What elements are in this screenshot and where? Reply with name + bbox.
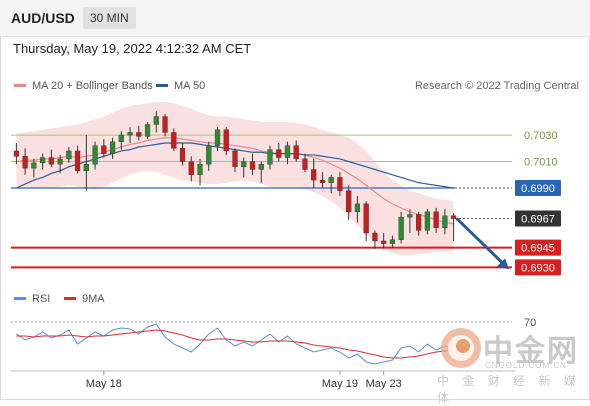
candle-body <box>424 211 430 231</box>
candle-body <box>48 157 54 165</box>
candle-body <box>311 169 317 181</box>
level-label-0.6990: 0.6990 <box>521 183 555 195</box>
candle-body <box>22 156 28 169</box>
x-tick-label: May 19 <box>322 378 358 390</box>
timestamp: Thursday, May 19, 2022 4:12:32 AM CET <box>13 41 252 56</box>
candle-body <box>118 134 124 142</box>
candle-body <box>153 116 159 125</box>
ma20-line <box>16 137 454 225</box>
ma50-legend-label: MA 50 <box>174 80 206 92</box>
header-bar: AUD/USD 30 MIN <box>0 0 590 37</box>
timeframe-badge[interactable]: 30 MIN <box>83 7 136 29</box>
candle-body <box>407 214 413 218</box>
x-tick-label: May 18 <box>86 378 122 390</box>
candle-body <box>319 179 326 183</box>
candle-body <box>284 145 291 158</box>
rsi-legend-label: RSI <box>32 293 51 305</box>
candle-body <box>381 240 387 244</box>
candle-body <box>179 148 186 162</box>
candle-body <box>83 163 89 172</box>
candle-body <box>144 124 151 137</box>
candle-body <box>74 150 81 172</box>
candle-body <box>40 157 46 164</box>
bollinger-band-area <box>16 102 454 256</box>
level-label-0.6945: 0.6945 <box>521 243 555 255</box>
ma20-legend-label: MA 20 + Bollinger Bands <box>32 80 153 92</box>
candle-body <box>232 150 238 168</box>
level-tag-0.6930 <box>515 259 561 276</box>
research-credit: Research © 2022 Trading Central <box>414 80 579 92</box>
level-label-0.6967: 0.6967 <box>521 213 555 225</box>
candle-body <box>101 145 107 154</box>
candle-body <box>442 215 448 228</box>
level-tag-0.6967 <box>515 210 561 227</box>
candle-body <box>433 211 439 228</box>
candle-body <box>389 239 396 244</box>
candle-body <box>363 203 369 234</box>
candle-body <box>276 149 282 158</box>
ma50-legend-swatch <box>156 84 168 87</box>
candle-body <box>206 145 212 165</box>
level-label-0.6930: 0.6930 <box>521 262 555 274</box>
candle-body <box>136 132 142 137</box>
candle-body <box>92 145 98 165</box>
candle-body <box>328 177 334 183</box>
rsi-ma9-line <box>16 329 454 359</box>
watermark-subtitle: 中 金 财 经 新 媒 体 <box>437 374 581 405</box>
candle-body <box>214 129 221 146</box>
instrument-symbol: AUD/USD <box>11 10 75 26</box>
level-tag-0.6990 <box>515 180 561 197</box>
rsi-level-70-label: 70 <box>524 317 536 329</box>
candle-body <box>13 150 19 157</box>
candle-body <box>197 163 203 175</box>
candle-body <box>258 163 264 170</box>
candle-body <box>241 161 247 168</box>
candle-body <box>57 158 63 165</box>
candle-body <box>249 161 256 170</box>
level-tag-0.6945 <box>515 239 561 256</box>
candle-body <box>127 132 133 136</box>
candle-body <box>267 149 273 165</box>
ma20-legend-swatch <box>14 84 26 87</box>
candle-body <box>162 116 168 133</box>
rsi-legend-swatch <box>14 297 26 300</box>
watermark-brand: 中金网 <box>483 335 579 368</box>
candle-body <box>451 215 457 219</box>
cngold-logo-icon <box>441 328 481 368</box>
candle-body <box>188 161 194 175</box>
watermark-url: CNGOLD.COM.CN <box>485 361 567 370</box>
candle-body <box>372 232 378 242</box>
level-label-0.7010: 0.7010 <box>524 157 558 169</box>
candle-body <box>31 162 37 169</box>
candle-body <box>354 203 361 213</box>
candle-body <box>337 177 343 191</box>
forecast-arrow-line <box>455 217 505 265</box>
candle-body <box>293 145 299 160</box>
candle-body <box>346 190 352 213</box>
rsi-line <box>16 323 454 365</box>
x-tick-label: May 23 <box>366 378 402 390</box>
candle-body <box>416 214 422 231</box>
ma9-legend-swatch <box>64 297 76 300</box>
candle-body <box>109 141 116 154</box>
candle-body <box>171 132 177 149</box>
candle-body <box>398 216 404 240</box>
watermark: 中金网 CNGOLD.COM.CN 中 金 财 经 新 媒 体 <box>435 326 585 405</box>
forecast-arrow-head <box>497 258 509 270</box>
candle-body <box>66 150 72 160</box>
ma9-legend-label: 9MA <box>82 293 105 305</box>
candle-body <box>302 158 308 170</box>
level-label-0.7030: 0.7030 <box>524 130 558 142</box>
candle-body <box>223 129 229 152</box>
